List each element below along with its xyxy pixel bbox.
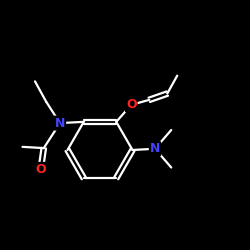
Text: O: O	[36, 163, 46, 176]
Text: N: N	[150, 142, 160, 155]
Text: O: O	[126, 98, 136, 111]
Text: N: N	[55, 116, 65, 130]
